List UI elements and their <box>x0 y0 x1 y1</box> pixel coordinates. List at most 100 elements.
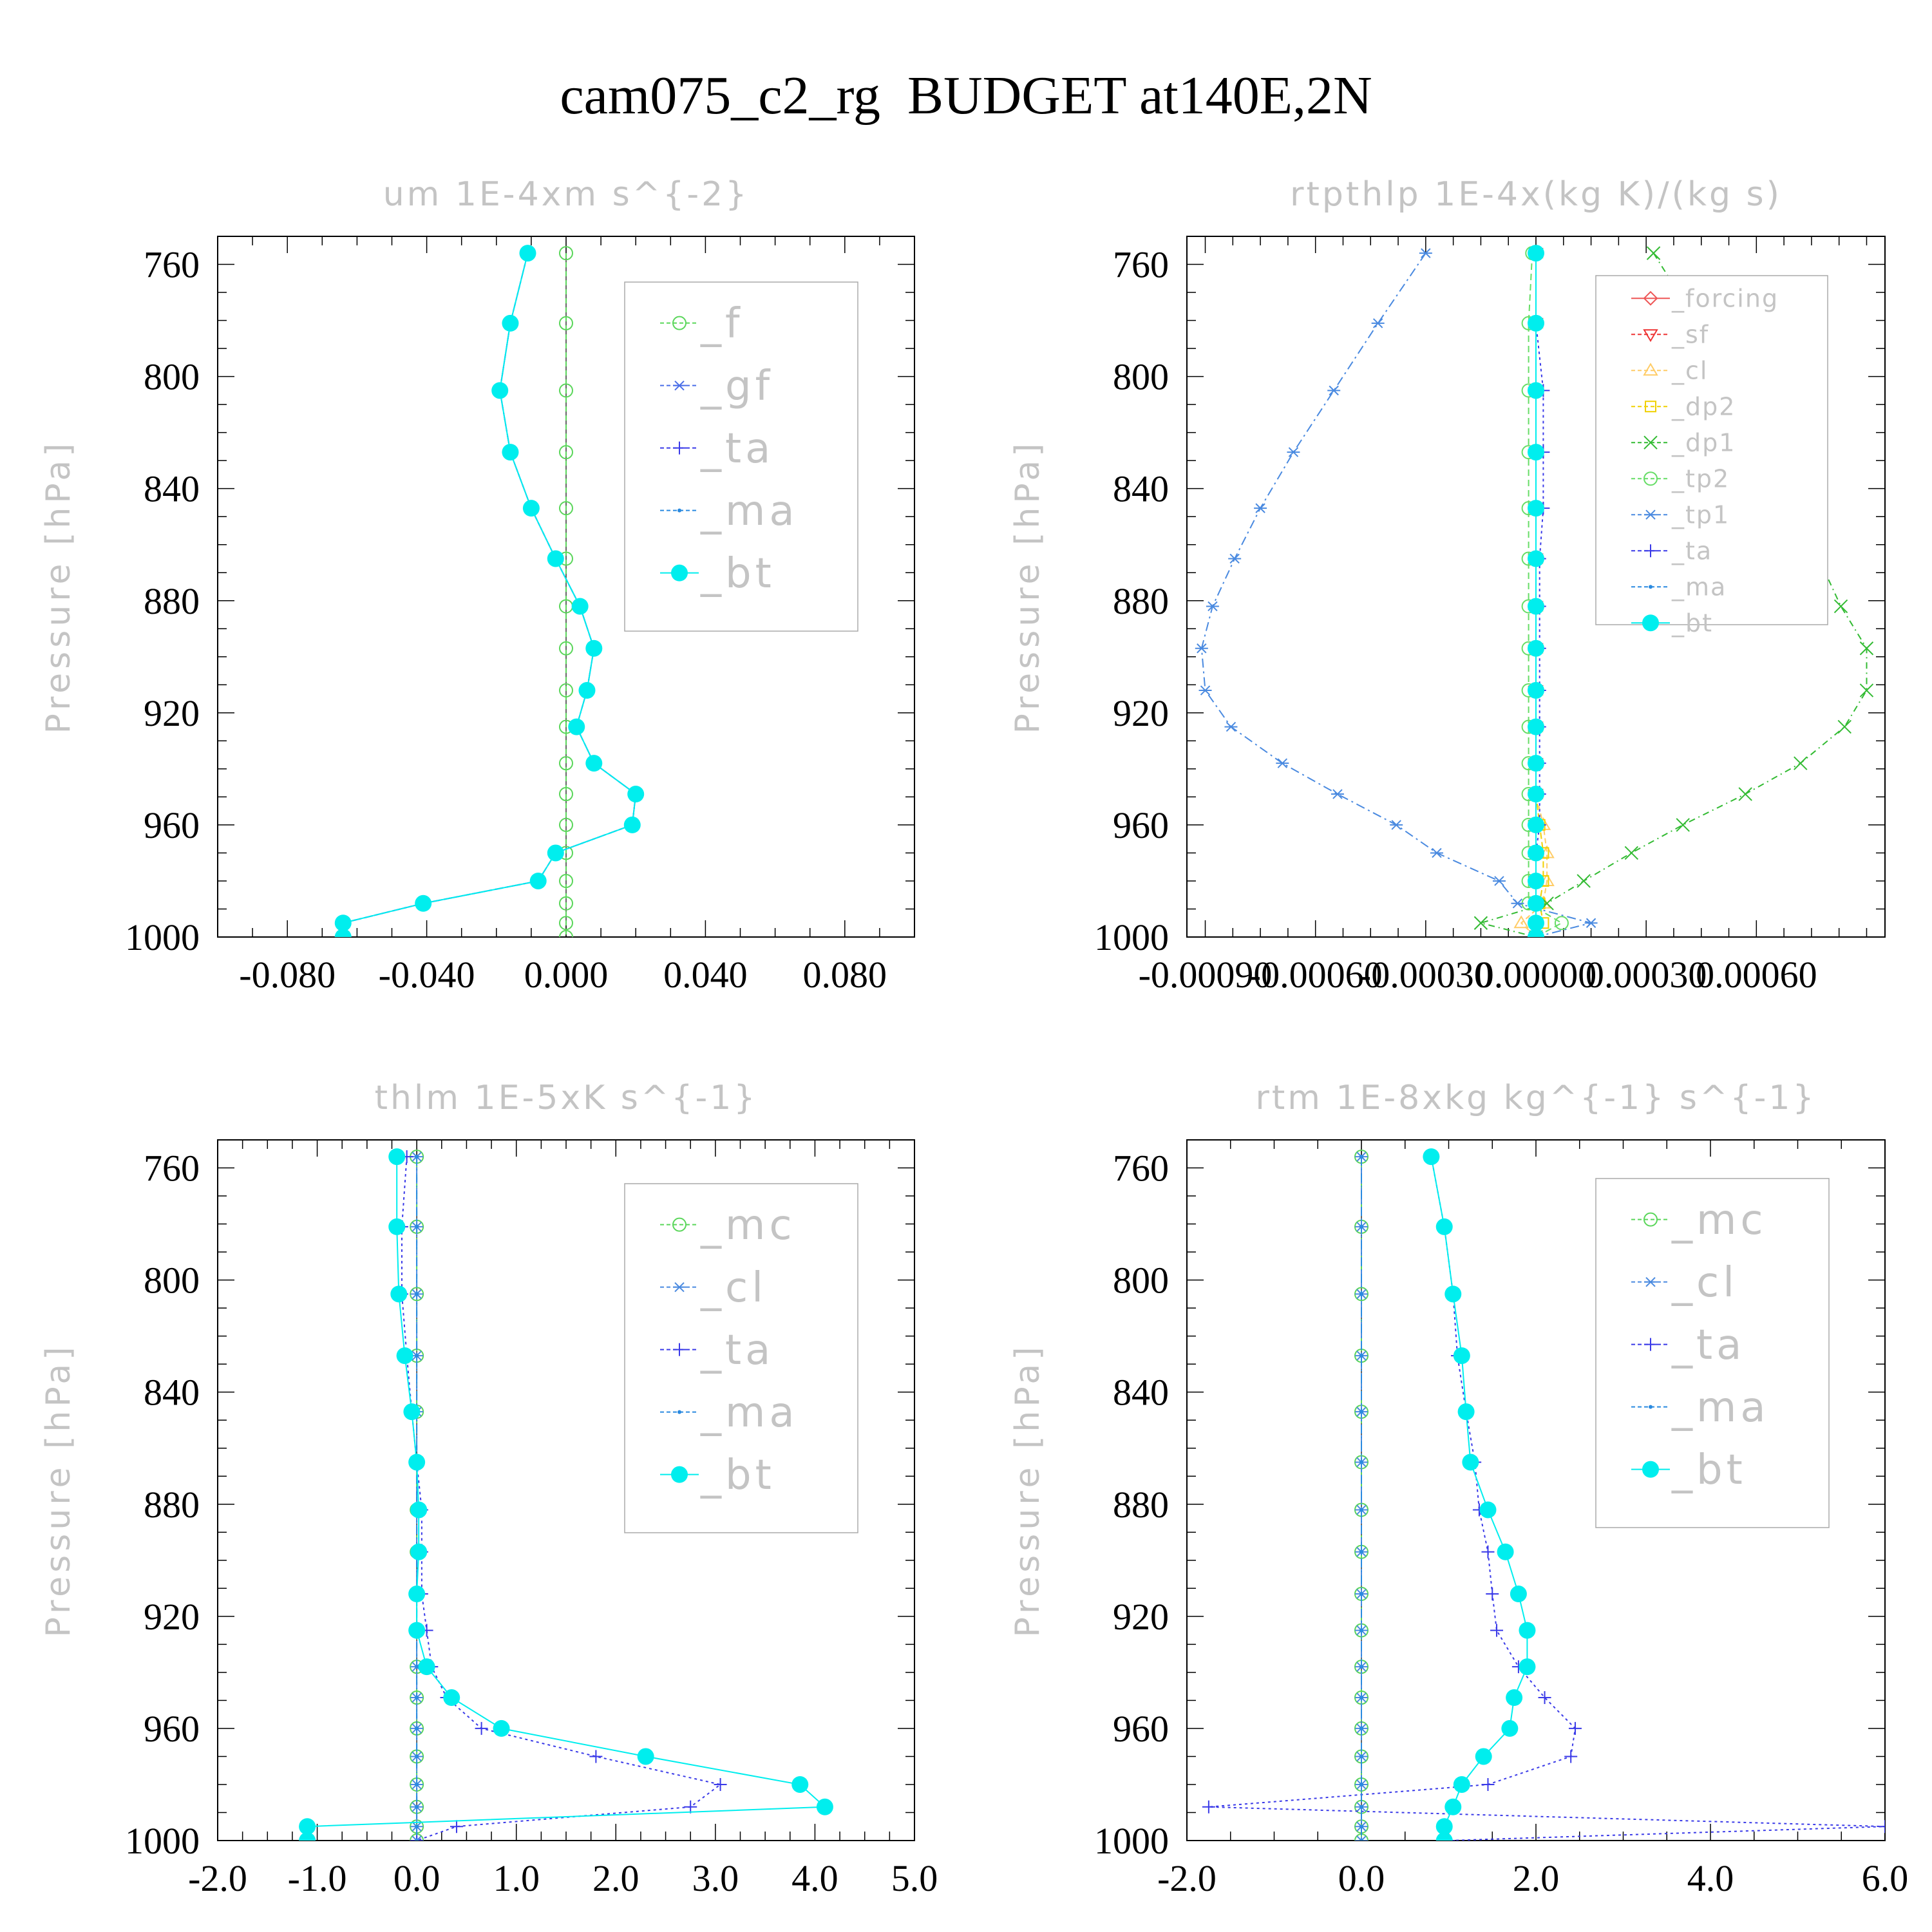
x-tick-label: 1.0 <box>493 1857 540 1899</box>
legend: _forcing _sf _cl _dp2 _dp1 _tp2 _tp1 _ta _ma _bt <box>1595 275 1828 638</box>
data-point <box>1646 246 1661 260</box>
data-point <box>415 1824 419 1829</box>
data-point <box>559 756 573 771</box>
data-point <box>1457 1403 1475 1421</box>
data-point <box>559 641 573 656</box>
series-line <box>1520 253 1548 937</box>
data-point <box>1430 848 1443 858</box>
series-line <box>1535 253 1544 937</box>
data-point <box>1475 1748 1492 1765</box>
legend-entry: _ma <box>660 488 795 535</box>
data-point <box>1837 719 1852 734</box>
data-point <box>1879 1820 1885 1833</box>
data-point <box>299 1818 316 1835</box>
x-tick-label: 3.0 <box>692 1857 739 1899</box>
data-point <box>1359 1508 1363 1512</box>
legend-entry: _ta <box>1631 537 1712 565</box>
data-point <box>1528 444 1544 461</box>
data-point <box>299 1832 316 1841</box>
data-point <box>410 1835 424 1841</box>
data-point <box>1564 1750 1578 1763</box>
data-point <box>1423 1148 1440 1166</box>
data-point <box>408 1454 426 1471</box>
legend-entry: _dp2 <box>1631 393 1734 421</box>
legend-label: _bt <box>1671 1446 1747 1494</box>
data-point <box>1481 1777 1495 1791</box>
data-point <box>403 1403 421 1421</box>
y-tick-label: 1000 <box>1094 1820 1169 1862</box>
data-point <box>415 895 432 912</box>
data-point <box>1794 756 1808 770</box>
x-tick-label: 0.00030 <box>1586 954 1707 996</box>
legend-label: _ta <box>1671 1321 1745 1369</box>
y-tick-label: 760 <box>144 1148 200 1189</box>
data-point <box>415 1782 419 1786</box>
legend-label: _ta <box>1671 537 1712 565</box>
y-tick-label: 800 <box>144 356 200 398</box>
legend-label: _bt <box>1671 609 1713 638</box>
data-point <box>1528 718 1544 735</box>
data-point <box>415 1754 419 1759</box>
data-point <box>1568 1721 1582 1735</box>
x-tick-label: -1.0 <box>288 1857 347 1899</box>
data-point <box>1228 553 1242 564</box>
panel-title: rtm 1E-8xkg kg^{-1} s^{-1} <box>1255 1079 1816 1117</box>
y-tick-label: 760 <box>144 244 200 286</box>
data-point <box>522 500 540 517</box>
legend-entry: _bt <box>1631 609 1713 638</box>
data-point <box>1501 1719 1519 1737</box>
data-point <box>1510 1586 1527 1603</box>
y-tick-label: 880 <box>1113 580 1169 622</box>
legend-label: _gf <box>700 363 773 410</box>
data-point <box>1327 385 1341 396</box>
y-axis-label: Pressure [hPa] <box>1009 440 1047 734</box>
y-tick-label: 1000 <box>125 916 200 958</box>
data-point <box>1624 846 1639 860</box>
data-point <box>1206 601 1219 612</box>
data-point <box>559 930 573 937</box>
data-point <box>589 1750 603 1763</box>
data-point <box>1513 915 1529 929</box>
data-point <box>1676 818 1690 832</box>
y-tick-label: 960 <box>1113 1708 1169 1750</box>
x-tick-label: 0.00060 <box>1696 954 1817 996</box>
data-point <box>493 1719 510 1737</box>
series-bt <box>1423 1148 1536 1841</box>
data-point <box>1473 916 1488 930</box>
y-tick-label: 1000 <box>125 1820 200 1862</box>
data-point <box>408 1586 426 1603</box>
data-point <box>1492 876 1506 886</box>
x-tick-label: -2.0 <box>188 1857 247 1899</box>
data-point <box>334 914 352 932</box>
data-point <box>1859 641 1874 656</box>
legend-entry: _bt <box>660 1452 772 1499</box>
panel-title: thlm 1E-5xK s^{-1} <box>375 1079 758 1117</box>
legend-entry: _dp1 <box>1631 429 1734 457</box>
x-tick-label: 0.000 <box>524 954 609 996</box>
data-point <box>1584 918 1598 928</box>
data-point <box>1453 1776 1470 1793</box>
legend-entry: _tp2 <box>1631 465 1728 493</box>
x-tick-label: 2.0 <box>592 1857 639 1899</box>
data-point <box>1528 844 1544 862</box>
data-point <box>502 314 519 332</box>
y-tick-label: 960 <box>144 804 200 846</box>
data-point <box>1435 1218 1453 1235</box>
data-point <box>684 1800 697 1814</box>
series-f <box>559 246 573 937</box>
legend-entry: _cl <box>660 1264 763 1312</box>
x-tick-label: -0.040 <box>379 954 475 996</box>
data-point <box>623 816 641 833</box>
data-point <box>1359 1782 1363 1786</box>
data-point <box>559 787 573 802</box>
y-tick-label: 800 <box>1113 1260 1169 1302</box>
data-point <box>1359 1839 1363 1841</box>
data-point <box>1833 599 1848 614</box>
data-point <box>1486 1587 1499 1601</box>
legend-label: _ma <box>700 1389 799 1437</box>
data-point <box>1528 929 1544 937</box>
data-point <box>1528 639 1544 657</box>
legend-label: _cl <box>1671 1259 1738 1307</box>
legend-entry: _ta <box>660 1327 770 1374</box>
y-axis-label: Pressure [hPa] <box>1009 1343 1047 1638</box>
